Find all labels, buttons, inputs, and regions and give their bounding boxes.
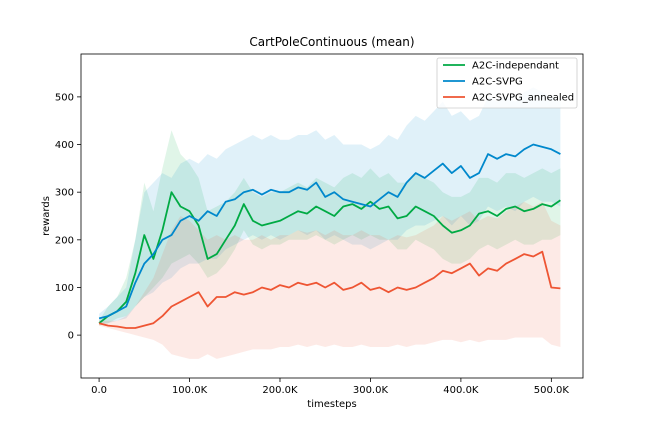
series-0-band (99, 130, 561, 326)
series-2-band (99, 201, 561, 359)
series-1-band (99, 87, 561, 324)
legend-label: A2C-SVPG_annealed (472, 93, 574, 104)
x-axis-title: timesteps (307, 399, 356, 410)
series-2-line (98, 250, 561, 329)
x-tick-label: 400.0K (443, 385, 479, 396)
x-tick-label: 200.0K (262, 385, 298, 396)
confidence-bands (99, 87, 561, 359)
y-tick-label: 0 (68, 331, 74, 342)
y-axis-title: rewards (41, 196, 52, 236)
plot-area-frame (80, 53, 584, 379)
series-lines (98, 143, 561, 329)
x-axis-ticks: 0.0 100.0K 200.0K 300.0K 400.0K 500.0K (91, 378, 569, 396)
x-tick-label: 500.0K (534, 385, 570, 396)
x-tick-label: 100.0K (172, 385, 208, 396)
legend-label: A2C-independant (472, 61, 559, 72)
y-tick-label: 200 (55, 235, 74, 246)
series-0-line (98, 191, 561, 324)
y-tick-label: 300 (55, 188, 74, 199)
legend-box (436, 57, 578, 109)
chart-title: CartPoleContinuous (mean) (249, 35, 414, 49)
y-tick-label: 500 (55, 92, 74, 103)
series-1-line (98, 143, 561, 320)
y-axis-ticks: 0 100 200 300 400 500 (55, 92, 81, 342)
y-tick-label: 400 (55, 140, 74, 151)
x-tick-label: 0.0 (91, 385, 107, 396)
legend-label: A2C-SVPG (472, 77, 523, 88)
legend: A2C-independant A2C-SVPG A2C-SVPG_annealed (436, 57, 578, 109)
x-tick-label: 300.0K (353, 385, 389, 396)
y-tick-label: 100 (55, 283, 74, 294)
